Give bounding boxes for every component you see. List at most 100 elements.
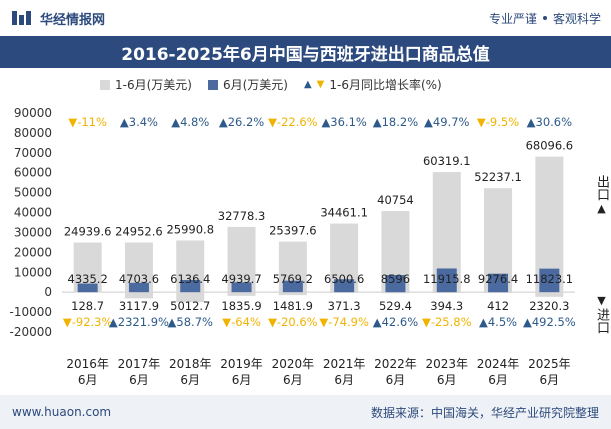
down-triangle-icon: ▼ [268,315,277,329]
export-month-bar-6 [385,275,406,293]
x-tick-label-4-1: 6月 [283,373,303,387]
legend-item-month: 6月(万美元) [207,76,288,93]
import-growth-label-7: ▼-25.8% [422,315,472,329]
x-tick-label-6-1: 6月 [386,373,406,387]
import-side-text: 进口 [594,308,609,334]
x-tick-label-1-1: 6月 [129,373,149,387]
x-tick-label-6-0: 2022年 [374,357,417,371]
down-triangle-icon: ▼ [222,315,231,329]
export-month-bar-8 [488,273,509,293]
chart-title-bar: 2016-2025年6月中国与西班牙进出口商品总值 [0,36,611,68]
brand-logo-icon [12,11,32,25]
legend-label-month: 6月(万美元) [222,78,288,92]
up-triangle-icon: ▲ [120,115,129,129]
export-growth-value: 26.2% [228,115,265,129]
import-growth-label-6: ▲42.6% [373,315,418,329]
x-tick-label-0-0: 2016年 [66,357,109,371]
export-total-label-7: 60319.1 [423,154,471,168]
export-month-label-5: 6500.6 [324,272,364,286]
y-tick-label-1: -10000 [9,305,52,319]
up-triangle-icon: ▲ [321,115,330,129]
import-total-label-3: 1835.9 [221,299,261,313]
export-total-label-2: 25990.8 [166,222,214,236]
tag-objective: 客观科学 [552,11,601,26]
up-triangle-icon: ▲ [171,115,180,129]
legend-up-triangle-icon: ▲ [303,79,312,90]
y-tick-label-11: 90000 [14,106,52,120]
import-growth-value: 42.6% [382,315,419,329]
import-growth-value: -64% [231,315,261,329]
export-total-label-6: 40754 [377,193,414,207]
export-month-label-7: 11915.8 [423,272,471,286]
export-month-label-4: 5769.2 [273,272,313,286]
export-growth-label-7: ▲49.7% [424,115,469,129]
export-growth-label-6: ▲18.2% [373,115,418,129]
footer-source: 数据来源：中国海关，华经产业研究院整理 [370,405,599,420]
export-total-label-1: 24952.6 [115,225,163,239]
import-growth-value: -20.6% [277,315,318,329]
export-growth-value: -11% [77,115,107,129]
export-total-label-9: 68096.6 [526,139,574,153]
import-growth-value: 492.5% [532,315,576,329]
x-tick-label-8-0: 2024年 [477,357,520,371]
import-total-bar-6 [381,292,410,294]
import-growth-label-9: ▲492.5% [523,315,576,329]
import-total-bar-4 [278,292,307,296]
export-growth-value: 49.7% [433,115,470,129]
y-tick-label-5: 30000 [14,225,52,239]
export-total-label-4: 25397.6 [269,224,317,238]
chart-legend: 1-6月(万美元) 6月(万美元) ▲ ▼ 1-6月同比增长率(%) [100,76,442,93]
import-growth-label-0: ▼-92.3% [63,315,113,329]
import-growth-label-4: ▼-20.6% [268,315,318,329]
export-growth-value: 3.4% [129,115,158,129]
export-side-text: 出口 [594,175,609,201]
y-tick-label-7: 50000 [14,186,52,200]
footer-website: www.huaon.com [12,405,112,419]
x-tick-label-1-0: 2017年 [118,357,161,371]
x-tick-label-5-1: 6月 [334,373,354,387]
export-growth-label-0: ▼-11% [68,115,107,129]
import-total-label-5: 371.3 [328,299,361,313]
export-growth-label-1: ▲3.4% [120,115,158,129]
export-month-label-8: 9276.4 [478,272,518,286]
import-growth-label-2: ▲58.7% [168,315,213,329]
export-growth-label-3: ▲26.2% [219,115,264,129]
y-tick-label-3: 10000 [14,265,52,279]
import-total-label-6: 529.4 [379,299,412,313]
export-month-bar-9 [539,268,560,293]
up-triangle-icon: ▲ [219,115,228,129]
export-month-label-6: 8596 [381,272,410,286]
import-total-bar-3 [227,292,256,296]
y-tick-label-6: 40000 [14,206,52,220]
down-triangle-icon: ▼ [63,315,72,329]
export-month-label-1: 4703.6 [119,272,159,286]
legend-swatch-total [100,79,110,90]
x-tick-label-2-1: 6月 [180,373,200,387]
export-month-bar-7 [436,268,457,293]
import-total-label-4: 1481.9 [273,299,313,313]
up-triangle-icon: ▲ [527,115,536,129]
y-tick-label-10: 80000 [14,126,52,140]
down-arrow-icon: ▼ [597,294,606,307]
tag-professional: 专业严谨 [488,11,537,26]
export-month-label-0: 4335.2 [68,272,108,286]
export-growth-value: 4.8% [180,115,209,129]
legend-swatch-month [207,79,218,90]
up-triangle-icon: ▲ [479,315,488,329]
up-triangle-icon: ▲ [523,315,532,329]
y-tick-label-8: 60000 [14,166,52,180]
import-growth-label-3: ▼-64% [222,315,261,329]
up-arrow-icon: ▲ [597,202,606,215]
export-total-label-3: 32778.3 [218,209,266,223]
legend-label-growth: 1-6月同比增长率(%) [329,78,442,92]
x-tick-label-9-1: 6月 [540,373,560,387]
import-growth-value: -92.3% [72,315,113,329]
y-tick-label-2: 0 [44,285,52,299]
import-growth-value: 2321.9% [118,315,169,329]
tag-separator-dot [542,16,547,20]
up-triangle-icon: ▲ [168,315,177,329]
x-tick-label-3-1: 6月 [232,373,252,387]
x-tick-label-7-0: 2023年 [425,357,468,371]
export-growth-value: 18.2% [382,115,419,129]
export-growth-value: -9.5% [486,115,519,129]
